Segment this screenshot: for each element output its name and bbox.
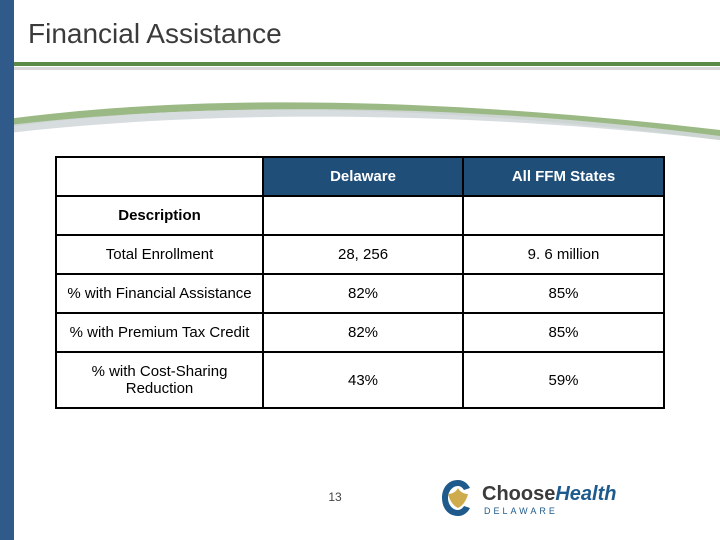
logo-text-choose: Choose bbox=[482, 483, 555, 505]
cell-delaware: 82% bbox=[263, 274, 463, 313]
table-row: % with Cost-Sharing Reduction 43% 59% bbox=[57, 352, 663, 407]
title-underline bbox=[0, 62, 720, 75]
description-blank-1 bbox=[263, 196, 463, 235]
table-row: % with Financial Assistance 82% 85% bbox=[57, 274, 663, 313]
left-accent-stripe bbox=[0, 0, 14, 540]
logo-mark-icon bbox=[442, 480, 470, 516]
logo-text-health: Health bbox=[555, 483, 616, 505]
page-number: 13 bbox=[320, 490, 350, 504]
cell-delaware: 43% bbox=[263, 352, 463, 407]
description-label: Description bbox=[57, 196, 263, 235]
cell-delaware: 28, 256 bbox=[263, 235, 463, 274]
row-label: Total Enrollment bbox=[57, 235, 263, 274]
financial-assistance-table: Delaware All FFM States Description Tota… bbox=[55, 156, 665, 409]
cell-ffm: 85% bbox=[463, 274, 663, 313]
slide: Financial Assistance Delaware All FFM St… bbox=[0, 0, 720, 540]
table-description-row: Description bbox=[57, 196, 663, 235]
table-row: % with Premium Tax Credit 82% 85% bbox=[57, 313, 663, 352]
decorative-swoosh bbox=[0, 90, 720, 140]
row-label: % with Financial Assistance bbox=[57, 274, 263, 313]
table-header-row: Delaware All FFM States bbox=[57, 158, 663, 196]
choosehealth-logo: ChooseHealth DELAWARE bbox=[434, 476, 684, 520]
header-delaware: Delaware bbox=[263, 158, 463, 196]
svg-text:ChooseHealth: ChooseHealth bbox=[482, 483, 616, 505]
logo-text-delaware: DELAWARE bbox=[484, 506, 558, 516]
page-title: Financial Assistance bbox=[28, 18, 282, 50]
data-table: Delaware All FFM States Description Tota… bbox=[57, 158, 663, 407]
cell-ffm: 9. 6 million bbox=[463, 235, 663, 274]
row-label: % with Premium Tax Credit bbox=[57, 313, 263, 352]
header-ffm: All FFM States bbox=[463, 158, 663, 196]
table-row: Total Enrollment 28, 256 9. 6 million bbox=[57, 235, 663, 274]
header-blank bbox=[57, 158, 263, 196]
cell-delaware: 82% bbox=[263, 313, 463, 352]
description-blank-2 bbox=[463, 196, 663, 235]
row-label: % with Cost-Sharing Reduction bbox=[57, 352, 263, 407]
cell-ffm: 85% bbox=[463, 313, 663, 352]
cell-ffm: 59% bbox=[463, 352, 663, 407]
